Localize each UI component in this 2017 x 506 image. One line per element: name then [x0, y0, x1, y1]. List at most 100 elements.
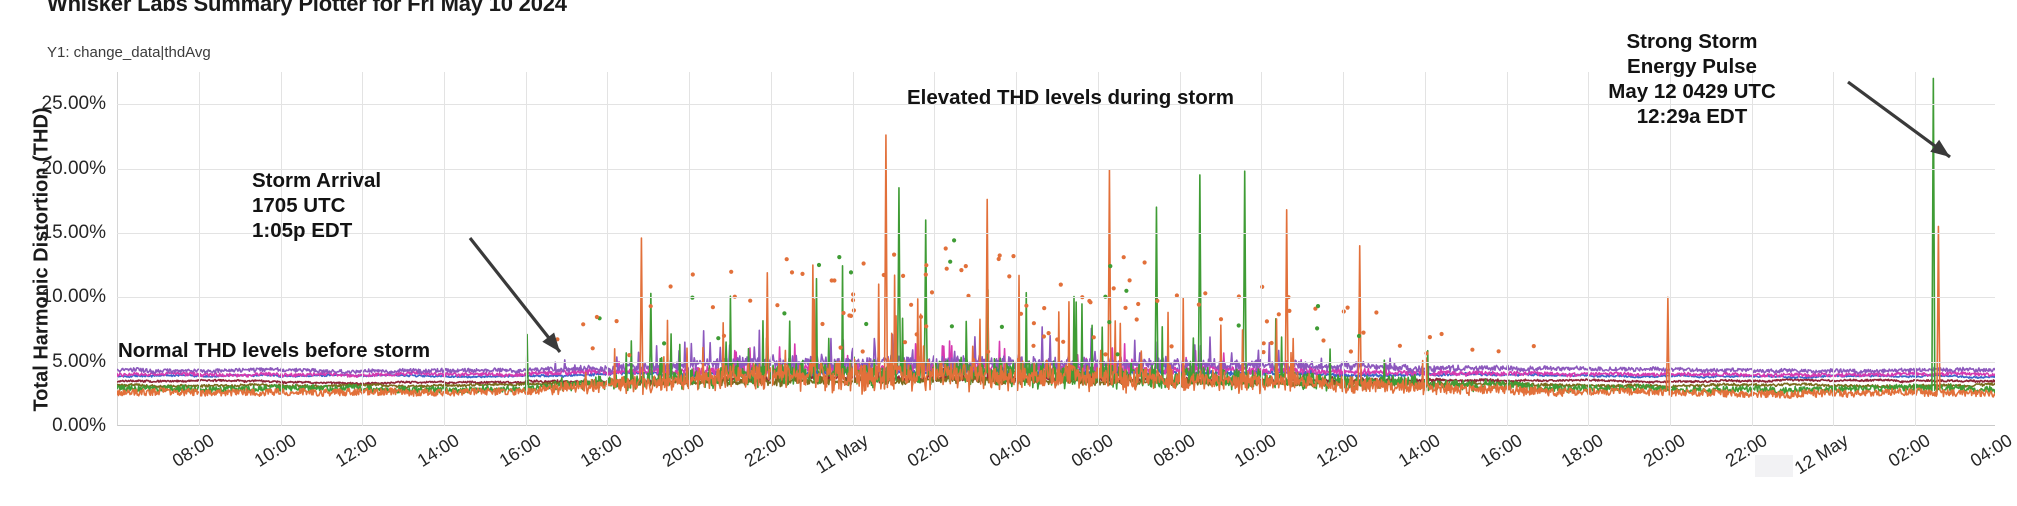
x-tick-label-text: 16:00 [495, 430, 545, 471]
gridline-vertical [199, 72, 200, 426]
series-line-orange [117, 134, 1997, 399]
x-tick-label: 16:00 [1476, 430, 1525, 472]
annotation-line: Energy Pulse [1627, 55, 1757, 78]
gridline-vertical [362, 72, 363, 426]
x-tick-label: 06:00 [1068, 430, 1117, 472]
gridline-vertical [607, 72, 608, 426]
gridline-horizontal [117, 104, 1997, 105]
gridline-vertical [1915, 72, 1916, 426]
annotation-line: 12:29a EDT [1636, 105, 1748, 128]
annotation-line: Normal THD levels before storm [118, 339, 431, 362]
strong-storm-pulse-annotation: Strong Storm Energy Pulse May 12 0429 UTC 1… [1608, 29, 1776, 129]
x-tick-label: 04:00 [1967, 430, 2016, 472]
plot-area [117, 72, 1997, 426]
x-tick-label-text: 12 May [1791, 430, 1853, 479]
outlier-dots [555, 238, 1536, 358]
gridline-vertical [1261, 72, 1262, 426]
page-title: Whisker Labs Summary Plotter for Fri May… [47, 0, 567, 16]
x-tick-label-text: 10:00 [1231, 430, 1280, 471]
y-tick-label: 0.00% [52, 415, 106, 436]
x-tick-label: 02:00 [904, 430, 953, 472]
series-legend-label: Y1: change_data|thdAvg [47, 44, 211, 61]
gridline-vertical [1016, 72, 1017, 426]
gridline-horizontal [117, 297, 1997, 298]
x-tick-label: 16:00 [496, 430, 545, 472]
bottom-swatch [1755, 455, 1793, 477]
gridline-vertical [689, 72, 690, 426]
y-axis-tick-labels: 0.00% 5.00% 10.00% 15.00% 20.00% 25.00% [0, 72, 110, 436]
x-tick-label-text: 14:00 [1394, 430, 1444, 471]
annotation-line: May 12 0429 UTC [1608, 80, 1776, 103]
x-axis-tick-labels: 08:00 10:00 12:00 14:00 16:00 18:00 20:00 22:00… [117, 430, 2016, 506]
y-tick-label: 10.00% [41, 286, 106, 308]
storm-arrival-annotation: Storm Arrival 1705 UTC 1:05p EDT [252, 168, 381, 243]
gridline-vertical [1670, 72, 1671, 426]
annotation-line: 1:05p EDT [252, 219, 353, 242]
annotation-line: 1705 UTC [252, 194, 346, 217]
y-tick-label: 15.00% [41, 221, 106, 243]
x-tick-label: 02:00 [1885, 430, 1934, 472]
x-tick-label-text: 02:00 [1885, 430, 1934, 471]
x-tick-label: 20:00 [659, 430, 708, 472]
gridline-vertical [281, 72, 282, 426]
x-tick-label-text: 16:00 [1476, 430, 1526, 471]
x-tick-label-text: 20:00 [658, 430, 708, 471]
normal-thd-annotation: Normal THD levels before storm [118, 338, 430, 363]
gridline-horizontal [117, 362, 1997, 363]
x-tick-label-text: 02:00 [904, 430, 954, 471]
x-tick-label-text: 20:00 [1639, 430, 1689, 471]
x-tick-label: 12:00 [1313, 430, 1362, 472]
x-tick-label-text: 14:00 [413, 430, 463, 471]
gridline-vertical [1752, 72, 1753, 426]
annotation-line: Elevated THD levels during storm [907, 86, 1234, 109]
x-tick-label-text: 06:00 [1067, 430, 1117, 471]
x-tick-label-text: 12:00 [1312, 430, 1362, 471]
gridline-vertical [1507, 72, 1508, 426]
annotation-line: Storm Arrival [252, 169, 382, 192]
data-series-layer [117, 77, 1997, 399]
x-tick-label-text: 04:00 [1966, 430, 2016, 471]
gridline-vertical [1833, 72, 1834, 426]
plot-clip [117, 72, 1997, 426]
y-tick-label: 5.00% [52, 350, 106, 372]
x-tick-label-text: 11 May [811, 430, 872, 478]
gridline-vertical [771, 72, 772, 426]
annotation-line: Strong Storm [1626, 30, 1758, 53]
x-tick-label: 14:00 [1395, 430, 1444, 472]
x-tick-label: 11 May [812, 430, 872, 478]
gridline-horizontal [117, 169, 1997, 170]
x-tick-label: 08:00 [1149, 430, 1198, 472]
x-tick-label-text: 18:00 [577, 430, 627, 471]
gridline-horizontal [117, 233, 1997, 234]
x-tick-label: 10:00 [1231, 430, 1280, 472]
plot-right-edge [1995, 72, 1997, 426]
x-tick-label: 12:00 [332, 430, 381, 472]
gridline-vertical [1098, 72, 1099, 426]
x-tick-label-text: 08:00 [168, 430, 218, 471]
gridline-vertical [934, 72, 935, 426]
gridline-vertical [853, 72, 854, 426]
gridline-vertical [1588, 72, 1589, 426]
gridline-vertical [1425, 72, 1426, 426]
gridline-vertical [1180, 72, 1181, 426]
x-tick-label-text: 12:00 [331, 430, 381, 471]
x-tick-label: 22:00 [741, 430, 790, 472]
x-tick-label-text: 04:00 [986, 430, 1035, 471]
x-tick-label-text: 18:00 [1558, 430, 1607, 471]
x-tick-label: 12 May [1791, 430, 1852, 479]
x-tick-label-text: 08:00 [1149, 430, 1199, 471]
y-tick-label: 25.00% [41, 93, 106, 115]
x-tick-label: 10:00 [250, 430, 299, 472]
x-tick-label: 08:00 [169, 430, 218, 472]
x-tick-label-text: 22:00 [740, 430, 790, 471]
x-tick-label: 04:00 [986, 430, 1035, 472]
x-tick-label: 18:00 [1558, 430, 1607, 472]
gridline-vertical [1343, 72, 1344, 426]
x-tick-label: 20:00 [1640, 430, 1689, 472]
gridline-vertical [444, 72, 445, 426]
x-tick-label: 18:00 [577, 430, 626, 472]
y-tick-label: 20.00% [41, 157, 106, 179]
x-tick-label: 14:00 [414, 430, 463, 472]
series-line-purple [117, 326, 1997, 375]
